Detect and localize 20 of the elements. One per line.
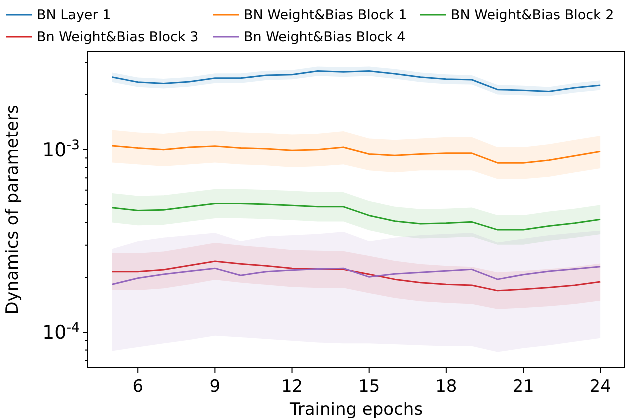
- x-tick-label: 15: [358, 377, 380, 397]
- x-tick-label: 24: [590, 377, 612, 397]
- x-axis-title: Training epochs: [288, 400, 424, 419]
- x-tick-label: 12: [281, 377, 304, 397]
- x-tick-label: 9: [210, 377, 221, 397]
- legend-label: Bn Weight&Bias Block 4: [244, 30, 406, 46]
- x-tick-label: 6: [132, 377, 144, 397]
- line-series: [112, 266, 602, 286]
- legend-label: Bn Weight&Bias Block 3: [37, 30, 199, 46]
- y-axis-title: Dynamics of parameters: [3, 105, 23, 315]
- line-series: [112, 202, 602, 231]
- x-tick-label: 21: [512, 377, 534, 397]
- line-series: [112, 260, 602, 292]
- x-tick-label: 18: [436, 377, 458, 397]
- legend-label: BN Weight&Bias Block 1: [244, 8, 408, 24]
- legend-label: BN Weight&Bias Block 2: [451, 8, 614, 24]
- legend-label: BN Layer 1: [37, 8, 112, 24]
- y-tick-label: 10$^{-3}$: [42, 138, 80, 162]
- y-tick-label: 10$^{-4}$: [42, 320, 80, 344]
- line-series: [112, 145, 602, 164]
